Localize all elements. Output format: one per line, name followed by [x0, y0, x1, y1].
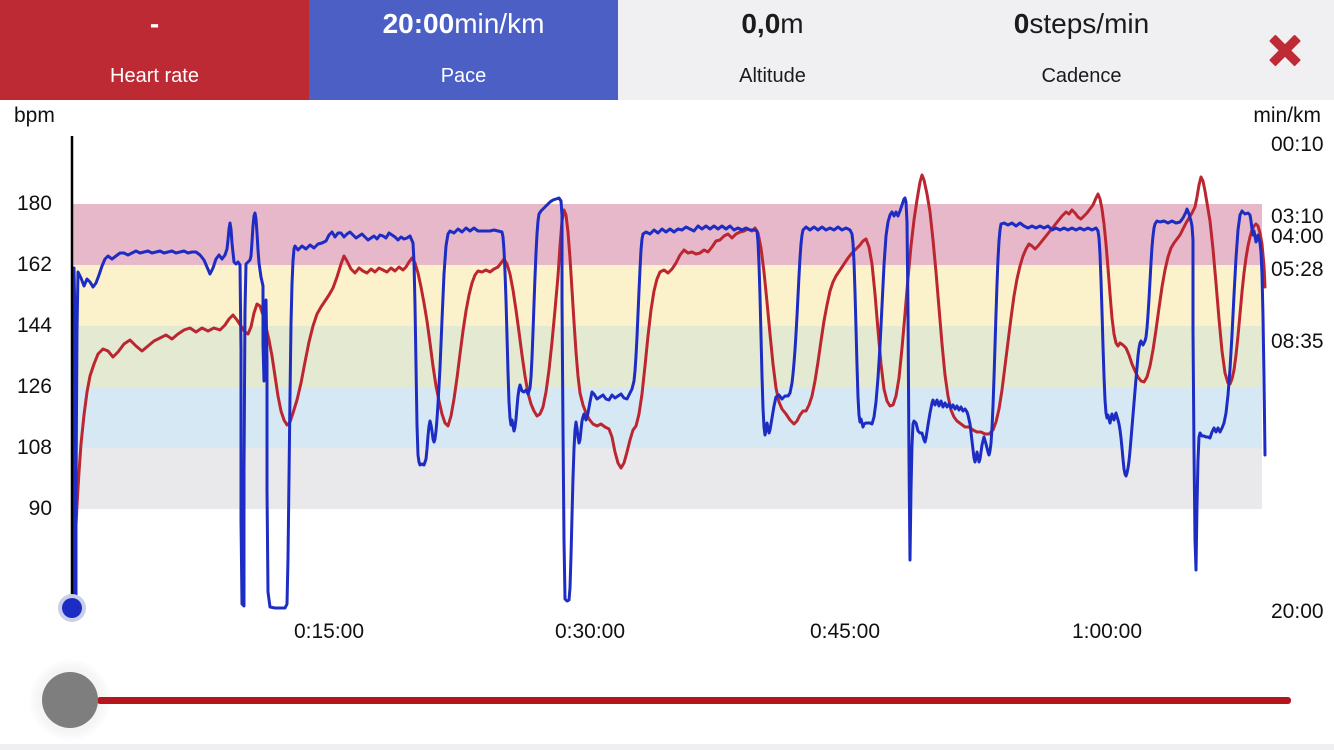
tab-pace[interactable]: 20:00min/km Pace [309, 0, 618, 100]
zone-108-126-bpm [73, 387, 1262, 448]
pace-tick-05:28: 05:28 [1271, 258, 1324, 281]
bpm-tick-126: 126 [16, 375, 52, 398]
pace-tick-04:00: 04:00 [1271, 225, 1324, 248]
pace-tick-20:00: 20:00 [1271, 600, 1324, 623]
cadence-label: Cadence [1041, 65, 1122, 87]
tab-cadence[interactable]: 0steps/min Cadence [927, 0, 1236, 100]
pace-tick-08:35: 08:35 [1271, 330, 1324, 353]
heart-rate-value: - [149, 8, 160, 39]
zone-162-180-bpm [73, 204, 1262, 265]
bpm-tick-162: 162 [16, 253, 52, 276]
bpm-tick-90: 90 [28, 497, 52, 520]
heart-rate-label: Heart rate [110, 65, 199, 87]
bpm-tick-180: 180 [16, 192, 52, 215]
pace-tick-00:10: 00:10 [1271, 133, 1324, 156]
time-tick-0:30:00: 0:30:00 [554, 620, 626, 643]
zone-90-108-bpm [73, 448, 1262, 509]
metric-tab-bar: - Heart rate 20:00min/km Pace 0,0m Altit… [0, 0, 1334, 100]
pace-tick-03:10: 03:10 [1271, 205, 1324, 228]
bpm-tick-108: 108 [16, 436, 52, 459]
altitude-label: Altitude [739, 65, 806, 87]
pace-label: Pace [440, 65, 487, 87]
left-axis-unit: bpm [14, 104, 55, 127]
altitude-value: 0,0m [741, 8, 804, 39]
time-tick-0:45:00: 0:45:00 [809, 620, 881, 643]
tab-heart-rate[interactable]: - Heart rate [0, 0, 309, 100]
cadence-value: 0steps/min [1013, 8, 1150, 39]
slider-track[interactable] [97, 696, 1291, 704]
close-button[interactable] [1265, 30, 1305, 70]
close-zone [1236, 0, 1334, 100]
zone-126-144-bpm [73, 326, 1262, 387]
slider-handle[interactable] [42, 672, 98, 728]
bpm-tick-144: 144 [16, 314, 52, 337]
zone-144-162-bpm [73, 265, 1262, 326]
tab-altitude[interactable]: 0,0m Altitude [618, 0, 927, 100]
bottom-strip [0, 744, 1334, 750]
time-tick-1:00:00: 1:00:00 [1071, 620, 1143, 643]
pace-value: 20:00min/km [382, 8, 545, 39]
right-axis-unit: min/km [1253, 104, 1321, 127]
time-tick-0:15:00: 0:15:00 [293, 620, 365, 643]
cursor-dot[interactable] [62, 598, 82, 618]
